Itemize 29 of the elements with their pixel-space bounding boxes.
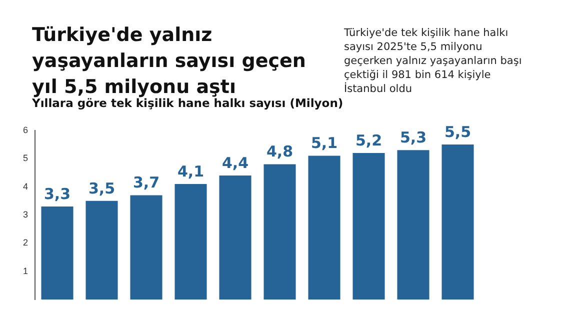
bar	[86, 200, 118, 300]
data-label: 5,1	[310, 134, 338, 152]
chart-title: Türkiye'de yalnız yaşayanların sayısı geçen yıl 5,5 milyonu aştı	[32, 23, 307, 98]
data-label: 4,8	[266, 142, 294, 161]
y-tick-label: 4	[22, 181, 28, 192]
y-tick-label: 6	[22, 124, 28, 135]
bar	[308, 156, 340, 300]
y-tick-label: 3	[22, 209, 28, 220]
data-label: 4,4	[222, 154, 249, 172]
bar	[352, 152, 385, 300]
data-label: 5,3	[400, 128, 427, 147]
bar	[397, 150, 430, 300]
bar	[41, 206, 74, 300]
data-label: 3,7	[132, 174, 160, 192]
data-label: 3,5	[88, 179, 116, 198]
bar	[174, 184, 207, 300]
data-label: 4,1	[177, 162, 204, 180]
data-label: 5,5	[444, 122, 472, 141]
bar	[219, 176, 252, 300]
data-label: 3,3	[44, 184, 71, 203]
bar	[264, 164, 296, 300]
bar	[130, 195, 162, 300]
y-tick-label: 1	[22, 266, 28, 276]
data-label: 5,2	[355, 131, 382, 150]
chart-subtitle: Yıllara göre tek kişilik hane halkı sayısı (Milyon)	[32, 96, 344, 110]
text: Türkiye'de tek kişilik hane halkı sayısı 2025'te 5,5 milyonu geçerken yalnız yaşayanların başı çektiği il 981 bin 614 kişiyle İstanbul oldu	[344, 26, 523, 96]
y-tick-label: 2	[22, 238, 28, 248]
y-tick-label: 5	[22, 153, 28, 164]
bar	[442, 144, 474, 300]
